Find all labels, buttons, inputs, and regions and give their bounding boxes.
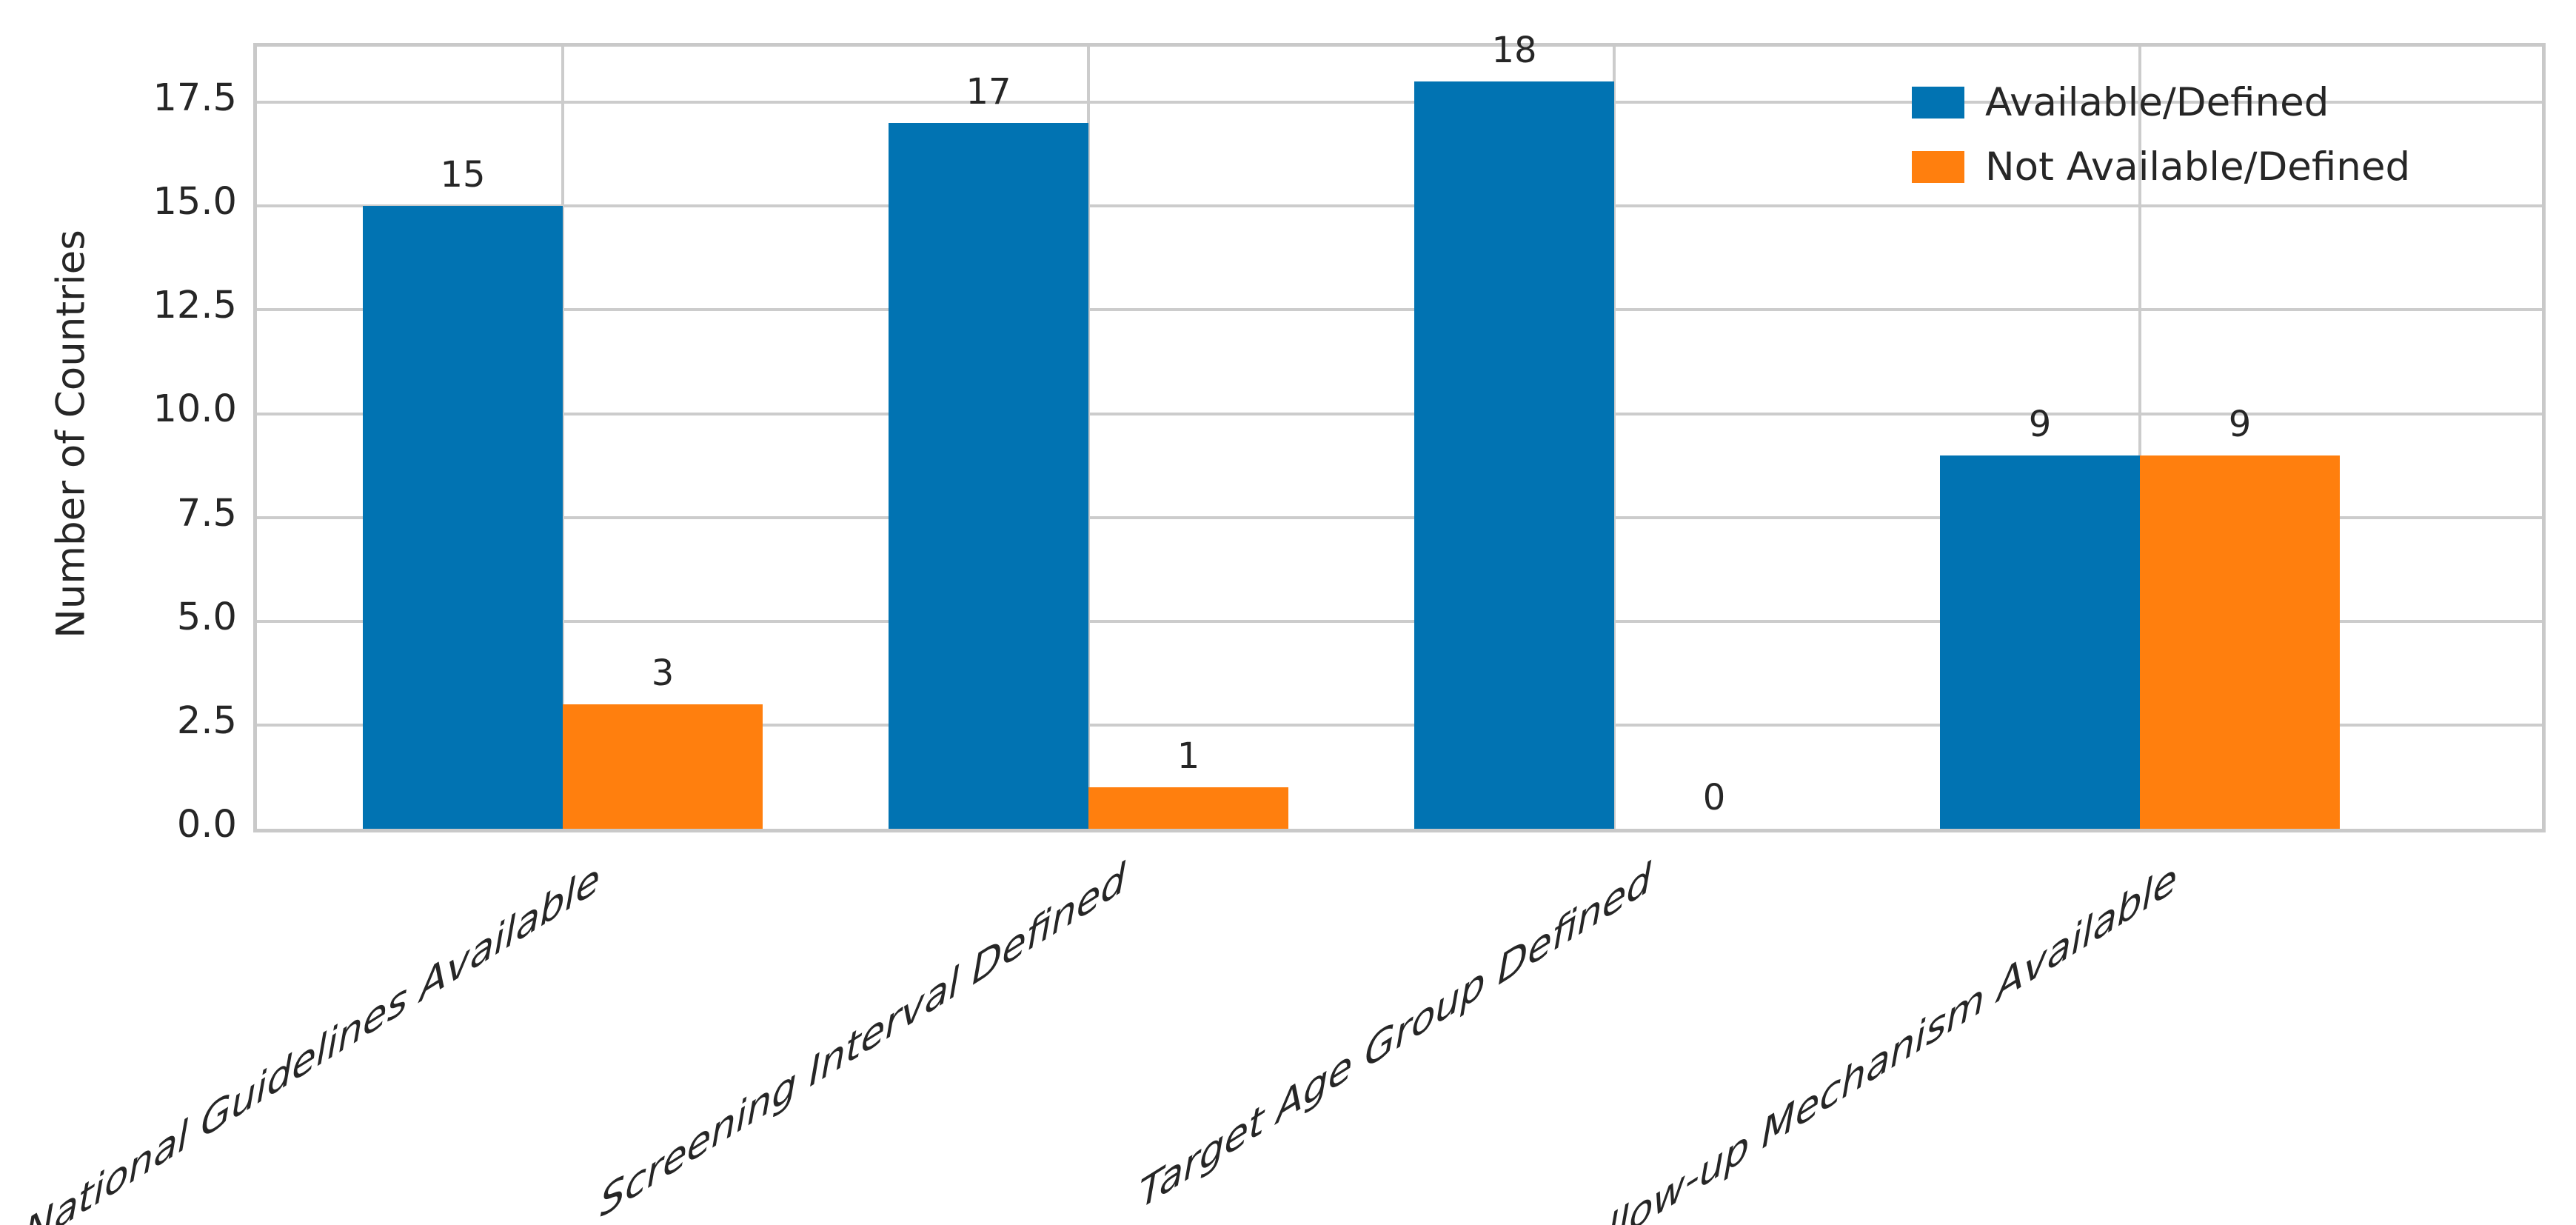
- y-tick-label: 5.0: [176, 595, 237, 639]
- y-tick-label: 7.5: [176, 491, 237, 535]
- bar: [563, 704, 763, 829]
- horizontal-gridline: [257, 619, 2542, 623]
- bar-value-label: 0: [1702, 777, 1726, 818]
- x-tick-label: Target Age Group Defined: [1139, 854, 1651, 1219]
- bar: [2140, 455, 2340, 829]
- plot-area: 15 3 17 1 18 0 9 9: [253, 33, 2546, 832]
- vertical-gridline: [1613, 47, 1616, 829]
- bar-value-label: 18: [1491, 30, 1537, 72]
- y-tick-label: 12.5: [153, 284, 237, 328]
- horizontal-gridline: [257, 412, 2542, 415]
- bar-value-label: 17: [966, 71, 1011, 113]
- legend-swatch: [1912, 151, 1964, 183]
- bar: [363, 206, 563, 829]
- y-tick-label: 17.5: [153, 76, 237, 121]
- bar-value-label: 15: [440, 154, 486, 196]
- bar-value-label: 9: [2028, 403, 2052, 445]
- legend-item: Available/Defined: [1912, 83, 2410, 122]
- y-tick-label: 10.0: [153, 387, 237, 432]
- bar: [889, 123, 1088, 829]
- y-tick-label: 2.5: [176, 698, 237, 743]
- horizontal-gridline: [257, 101, 2542, 104]
- legend-label: Available/Defined: [1985, 80, 2329, 125]
- bar-value-label: 9: [2228, 403, 2252, 445]
- horizontal-gridline: [257, 308, 2542, 312]
- x-tick-label: Screening Interval Defined: [600, 854, 1126, 1225]
- vertical-gridline: [1087, 47, 1090, 829]
- x-tick-label: National Guidelines Available: [24, 854, 600, 1225]
- vertical-gridline: [561, 47, 564, 829]
- y-tick-label: 0.0: [176, 803, 237, 847]
- bar: [1414, 81, 1614, 829]
- horizontal-gridline: [257, 204, 2542, 208]
- vertical-gridline: [2138, 47, 2141, 829]
- horizontal-gridline: [257, 515, 2542, 519]
- bar: [1940, 455, 2140, 829]
- legend-label: Not Available/Defined: [1985, 144, 2411, 190]
- legend-item: Not Available/Defined: [1912, 147, 2410, 187]
- legend-swatch: [1912, 87, 1964, 119]
- y-tick-label: 15.0: [153, 180, 237, 224]
- bar: [1088, 787, 1288, 829]
- bar-value-label: 1: [1177, 735, 1200, 777]
- bar-value-label: 3: [651, 652, 675, 694]
- horizontal-gridline: [257, 723, 2542, 727]
- x-tick-label: Follow-up Mechanism Available: [1560, 854, 2177, 1225]
- legend: Available/Defined Not Available/Defined: [1912, 83, 2410, 212]
